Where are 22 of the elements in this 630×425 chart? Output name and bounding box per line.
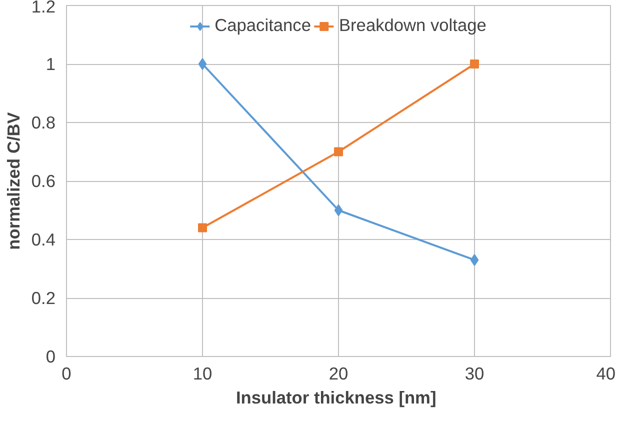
y-tick-label: 0 <box>46 346 56 366</box>
point <box>198 58 207 70</box>
y-tick-label: 1.2 <box>31 0 56 16</box>
y-tick-label: 0.4 <box>31 230 56 250</box>
y-axis-title: normalized C/BV <box>3 112 24 250</box>
point <box>334 147 343 156</box>
x-tick-label: 30 <box>464 364 484 384</box>
y-tick-label: 0.6 <box>31 171 56 191</box>
x-tick-label: 20 <box>328 364 348 384</box>
point <box>470 60 479 68</box>
point <box>198 223 207 232</box>
legend-label: Capacitance <box>214 15 311 36</box>
x-tick-label: 10 <box>192 364 212 384</box>
x-tick-label: 0 <box>62 364 72 384</box>
y-tick-label: 0.8 <box>31 112 56 132</box>
point <box>470 254 479 266</box>
point <box>334 204 343 216</box>
x-axis-title: Insulator thickness [nm] <box>236 388 436 408</box>
legend-label: Breakdown voltage <box>338 15 486 36</box>
y-tick-label: 0.2 <box>31 288 56 308</box>
x-tick-label: 40 <box>596 364 616 384</box>
y-tick-label: 1 <box>46 54 56 74</box>
